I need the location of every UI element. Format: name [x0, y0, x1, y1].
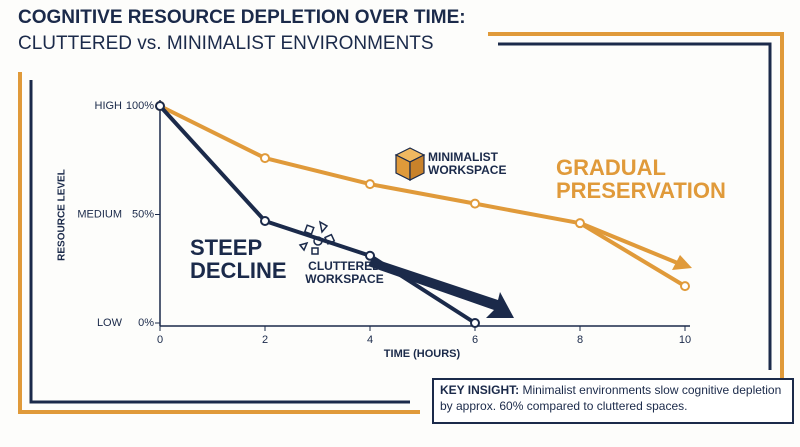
- series-line: [158, 104, 477, 325]
- data-point: [155, 101, 165, 111]
- x-tick-label: 0: [157, 334, 163, 346]
- frame: [18, 32, 784, 414]
- insight-box: KEY INSIGHT: Minimalist environments slo…: [432, 378, 794, 424]
- series-label: CLUTTERED WORKSPACE: [305, 259, 384, 286]
- insight-text: Minimalist environments slow cognitive d…: [440, 383, 782, 413]
- data-point: [680, 281, 690, 292]
- y-tick-label: 0%: [138, 317, 154, 329]
- x-axis-label: TIME (HOURS): [384, 348, 461, 360]
- x-tick-label: 8: [577, 334, 583, 346]
- data-point: [575, 218, 585, 229]
- insight-label: KEY INSIGHT:: [440, 383, 520, 397]
- y-axis-label: RESOURCE LEVEL: [57, 169, 68, 261]
- decline-arrow: [368, 258, 514, 318]
- y-level-label: LOW: [97, 317, 123, 329]
- x-tick-label: 10: [679, 334, 691, 346]
- title: COGNITIVE RESOURCE DEPLETION OVER TIME:: [18, 7, 466, 28]
- data-point: [470, 198, 480, 209]
- x-tick-label: 2: [262, 334, 268, 346]
- trend-arrowhead: [672, 255, 692, 270]
- y-level-label: MEDIUM: [77, 208, 122, 220]
- y-tick-label: 50%: [132, 208, 154, 220]
- data-point: [260, 153, 270, 164]
- data-point: [260, 216, 270, 227]
- x-tick-label: 6: [472, 334, 478, 346]
- data-point: [470, 318, 480, 328]
- cube-icon: [394, 147, 426, 181]
- gradual-annotation: GRADUAL PRESERVATION: [556, 155, 726, 204]
- x-tick-label: 4: [367, 334, 373, 346]
- trend-arrow: [579, 221, 681, 266]
- data-point: [365, 250, 375, 261]
- steep-annotation: STEEP DECLINE: [190, 235, 287, 284]
- subtitle: CLUTTERED vs. MINIMALIST ENVIRONMENTS: [18, 33, 434, 54]
- y-level-label: HIGH: [95, 100, 123, 112]
- data-point: [365, 179, 375, 190]
- series-label: MINIMALIST WORKSPACE: [428, 150, 507, 177]
- y-tick-label: 100%: [126, 100, 154, 112]
- series-line: [159, 104, 687, 288]
